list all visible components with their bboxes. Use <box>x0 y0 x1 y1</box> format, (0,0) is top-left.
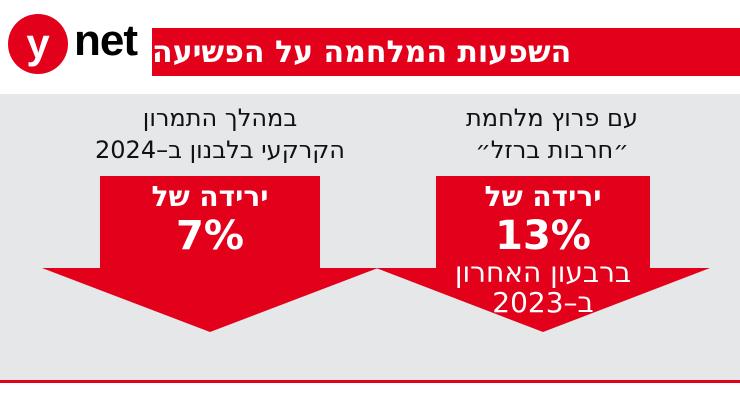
header: y net השפעות המלחמה על הפשיעה <box>0 0 740 80</box>
bottom-divider <box>0 380 740 383</box>
stat-lebanon: ירידה של 7% <box>110 180 310 258</box>
logo-mark: y <box>8 14 68 74</box>
heading-line: הקרקעי בלבנון ב–2024 <box>95 136 345 164</box>
heading-line: במהלך התמרון <box>142 104 298 132</box>
heading-line: ״חרבות ברזל״ <box>475 136 629 164</box>
stat-label: ירידה של <box>484 180 602 213</box>
stat-value: 13% <box>495 213 591 259</box>
ynet-logo[interactable]: y net <box>8 14 146 74</box>
stat-sub-line: ב–2023 <box>492 286 594 319</box>
down-arrow-left <box>42 176 378 332</box>
heading-line: עם פרוץ מלחמת <box>466 104 638 132</box>
down-arrow-right <box>376 176 710 332</box>
stat-value: 7% <box>176 213 244 259</box>
heading-lebanon: במהלך התמרון הקרקעי בלבנון ב–2024 <box>60 102 380 166</box>
logo-wordmark: net <box>74 16 138 65</box>
stat-iron-swords: ירידה של 13% ברבעון האחרון ב–2023 <box>443 180 643 318</box>
stat-sub-line: ברבעון האחרון <box>454 256 632 289</box>
heading-iron-swords: עם פרוץ מלחמת ״חרבות ברזל״ <box>392 102 712 166</box>
stat-label: ירידה של <box>151 180 269 213</box>
infographic-title: השפעות המלחמה על הפשיעה <box>152 28 740 76</box>
